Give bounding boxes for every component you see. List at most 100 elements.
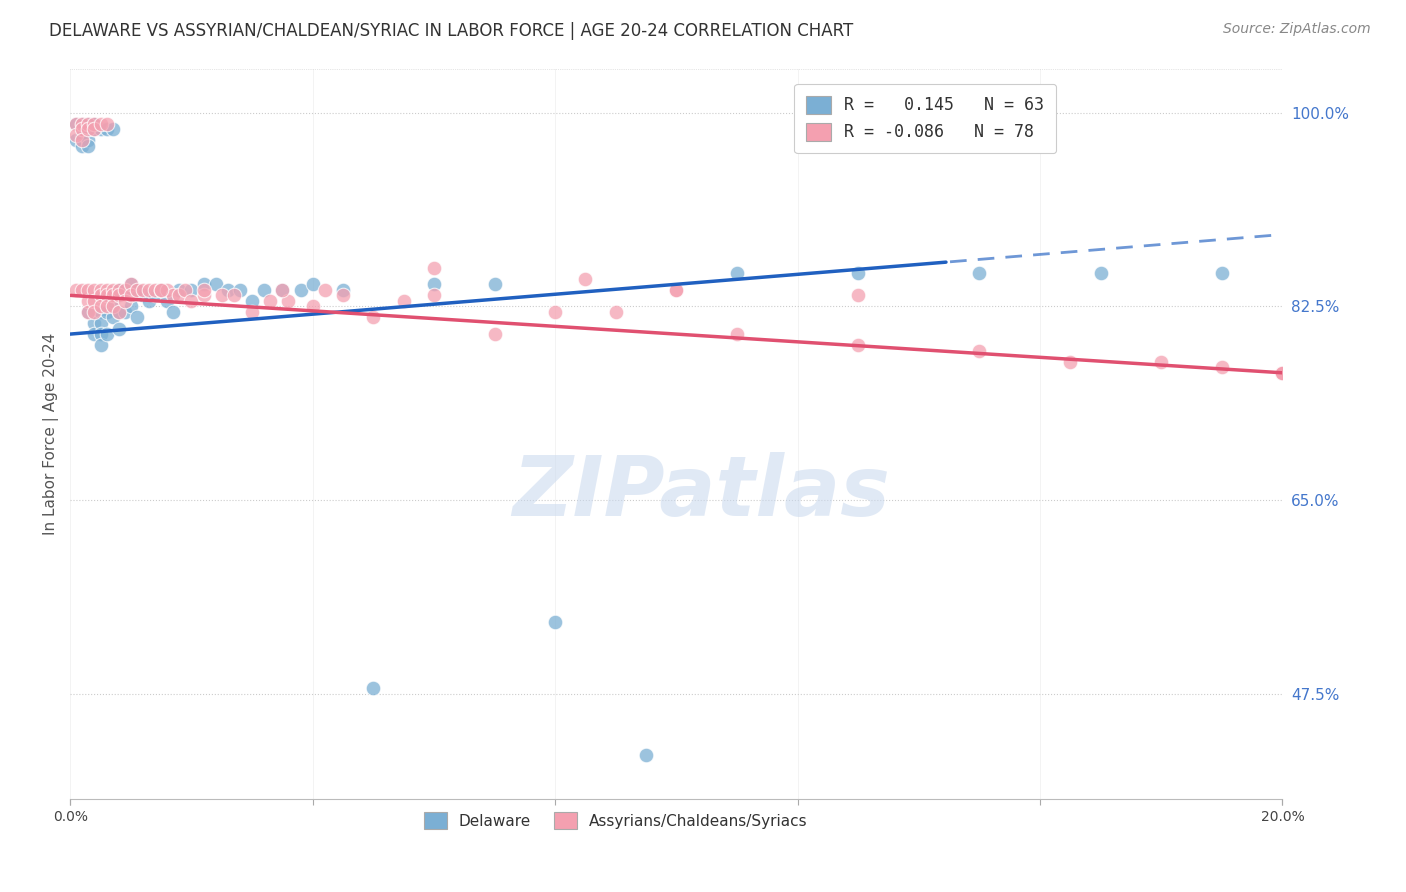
Point [484, 277, 506, 292]
Point [83, 283, 105, 297]
Point [101, 310, 124, 325]
Point [107, 283, 129, 297]
Point [107, 288, 129, 302]
Point [605, 305, 627, 319]
Point [132, 288, 155, 302]
Point [96, 117, 118, 131]
Point [634, 747, 657, 762]
Point [72, 122, 94, 136]
Point [150, 283, 173, 297]
Point [77, 293, 100, 308]
Point [107, 321, 129, 335]
Point [162, 288, 184, 302]
Point [83, 117, 105, 131]
Point [120, 288, 142, 302]
Point [156, 293, 179, 308]
Point [193, 288, 215, 302]
Point [90, 117, 112, 131]
Point [290, 283, 312, 297]
Point [332, 283, 354, 297]
Point [77, 305, 100, 319]
Point [156, 283, 179, 297]
Point [65, 117, 87, 131]
Point [96, 300, 118, 314]
Point [72, 139, 94, 153]
Point [125, 283, 148, 297]
Point [120, 277, 142, 292]
Point [77, 117, 100, 131]
Point [132, 283, 155, 297]
Point [138, 283, 160, 297]
Point [423, 288, 446, 302]
Point [969, 343, 991, 358]
Point [544, 305, 567, 319]
Point [101, 283, 124, 297]
Point [363, 310, 385, 325]
Point [1271, 366, 1294, 380]
Point [259, 293, 281, 308]
Point [72, 122, 94, 136]
Legend: Delaware, Assyrians/Chaldeans/Syriacs: Delaware, Assyrians/Chaldeans/Syriacs [418, 806, 814, 835]
Point [72, 283, 94, 297]
Point [125, 310, 148, 325]
Point [240, 305, 263, 319]
Y-axis label: In Labor Force | Age 20-24: In Labor Force | Age 20-24 [44, 333, 59, 535]
Point [363, 681, 385, 695]
Point [314, 283, 336, 297]
Point [114, 283, 136, 297]
Text: Source: ZipAtlas.com: Source: ZipAtlas.com [1223, 22, 1371, 37]
Point [204, 277, 226, 292]
Point [77, 283, 100, 297]
Point [101, 293, 124, 308]
Point [846, 266, 869, 280]
Point [96, 327, 118, 342]
Point [90, 283, 112, 297]
Point [1059, 355, 1081, 369]
Point [96, 283, 118, 297]
Point [96, 288, 118, 302]
Point [332, 288, 354, 302]
Point [150, 283, 173, 297]
Point [96, 122, 118, 136]
Point [143, 283, 166, 297]
Text: ZIPatlas: ZIPatlas [512, 451, 890, 533]
Point [96, 305, 118, 319]
Point [574, 272, 596, 286]
Point [392, 293, 415, 308]
Point [101, 300, 124, 314]
Point [83, 327, 105, 342]
Point [90, 122, 112, 136]
Point [193, 277, 215, 292]
Point [665, 283, 688, 297]
Point [77, 117, 100, 131]
Point [125, 283, 148, 297]
Point [101, 288, 124, 302]
Point [271, 283, 294, 297]
Point [65, 283, 87, 297]
Point [65, 128, 87, 142]
Point [90, 300, 112, 314]
Point [65, 133, 87, 147]
Point [114, 293, 136, 308]
Point [484, 327, 506, 342]
Point [1271, 366, 1294, 380]
Point [222, 288, 245, 302]
Point [846, 288, 869, 302]
Point [229, 283, 252, 297]
Point [169, 283, 191, 297]
Point [83, 316, 105, 330]
Text: DELAWARE VS ASSYRIAN/CHALDEAN/SYRIAC IN LABOR FORCE | AGE 20-24 CORRELATION CHAR: DELAWARE VS ASSYRIAN/CHALDEAN/SYRIAC IN … [49, 22, 853, 40]
Point [1211, 266, 1233, 280]
Point [217, 283, 239, 297]
Point [90, 338, 112, 352]
Point [72, 133, 94, 147]
Point [1271, 366, 1294, 380]
Point [114, 283, 136, 297]
Point [969, 266, 991, 280]
Point [107, 305, 129, 319]
Point [162, 305, 184, 319]
Point [72, 128, 94, 142]
Point [253, 283, 276, 297]
Point [90, 305, 112, 319]
Point [1090, 266, 1112, 280]
